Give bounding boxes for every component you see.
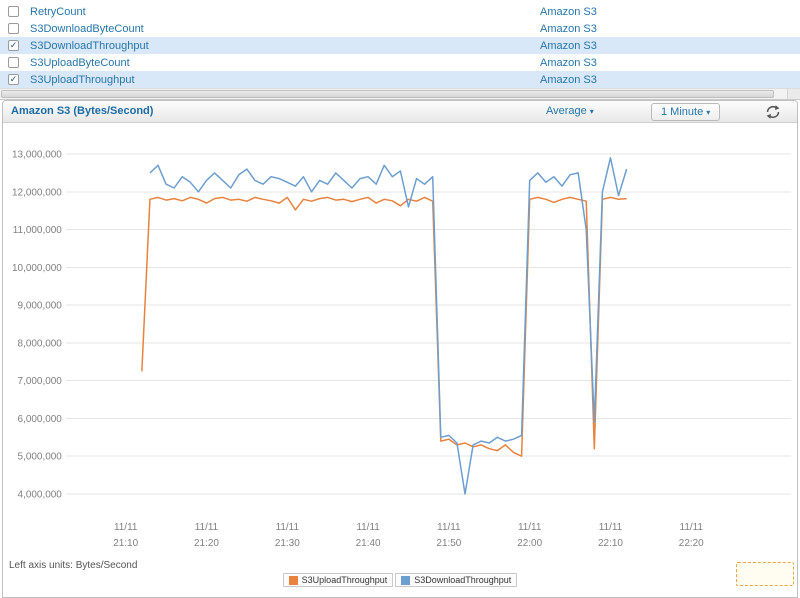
- metric-checkbox[interactable]: [8, 23, 19, 34]
- svg-text:21:50: 21:50: [436, 538, 461, 549]
- svg-text:11/11: 11/11: [114, 522, 138, 533]
- metric-name-link[interactable]: S3UploadByteCount: [30, 56, 130, 69]
- period-dropdown[interactable]: 1 Minute ▾: [651, 103, 721, 121]
- svg-text:11/11: 11/11: [356, 522, 380, 533]
- chart-title: Amazon S3 (Bytes/Second): [11, 105, 154, 117]
- chart-header: Amazon S3 (Bytes/Second) Average ▾ 1 Minu…: [3, 101, 797, 123]
- svg-text:4,000,000: 4,000,000: [18, 489, 63, 500]
- metric-list: RetryCount Amazon S3 S3DownloadByteCount Am…: [0, 0, 800, 88]
- metric-namespace-link[interactable]: Amazon S3: [540, 56, 597, 69]
- chart-footer: Left axis units: Bytes/Second S3UploadTh…: [3, 560, 797, 597]
- legend-swatch-icon: [401, 575, 411, 585]
- metric-row[interactable]: S3DownloadByteCount Amazon S3: [0, 20, 800, 37]
- metric-row[interactable]: RetryCount Amazon S3: [0, 3, 800, 20]
- svg-text:21:40: 21:40: [356, 538, 381, 549]
- period-label: 1 Minute: [661, 106, 704, 118]
- statistic-label: Average: [546, 105, 587, 117]
- legend-item: S3DownloadThroughput: [395, 573, 518, 587]
- svg-text:22:00: 22:00: [517, 538, 542, 549]
- metric-checkbox[interactable]: ✓: [8, 74, 19, 85]
- svg-text:11/11: 11/11: [680, 522, 704, 533]
- metric-checkbox[interactable]: [8, 6, 19, 17]
- scrollbar-corner: [787, 89, 800, 99]
- metric-namespace-link[interactable]: Amazon S3: [540, 73, 597, 86]
- svg-text:21:20: 21:20: [194, 538, 219, 549]
- svg-text:10,000,000: 10,000,000: [12, 263, 62, 274]
- scrollbar-thumb[interactable]: [1, 90, 774, 98]
- svg-text:11/11: 11/11: [437, 522, 461, 533]
- chart-area: 4,000,000 5,000,000 6,000,000 7,000,000 8,00…: [3, 123, 797, 560]
- svg-text:13,000,000: 13,000,000: [12, 149, 62, 160]
- svg-text:12,000,000: 12,000,000: [12, 187, 62, 198]
- metric-namespace-link[interactable]: Amazon S3: [540, 22, 597, 35]
- axis-units-label: Left axis units: Bytes/Second: [9, 560, 138, 571]
- legend-label: S3UploadThroughput: [301, 575, 388, 585]
- svg-text:11/11: 11/11: [599, 522, 623, 533]
- refresh-icon: [766, 105, 780, 119]
- refresh-button[interactable]: [765, 104, 781, 120]
- svg-text:11,000,000: 11,000,000: [13, 225, 63, 236]
- svg-text:11/11: 11/11: [518, 522, 542, 533]
- chart-svg: 4,000,000 5,000,000 6,000,000 7,000,000 8,00…: [12, 149, 792, 549]
- metric-namespace-link[interactable]: Amazon S3: [540, 5, 597, 18]
- horizontal-scrollbar[interactable]: [0, 88, 800, 100]
- chevron-down-icon: ▾: [589, 107, 594, 116]
- legend-label: S3DownloadThroughput: [414, 575, 512, 585]
- metric-namespace-link[interactable]: Amazon S3: [540, 39, 597, 52]
- chart-panel: Amazon S3 (Bytes/Second) Average ▾ 1 Minu…: [2, 100, 798, 598]
- svg-text:22:10: 22:10: [598, 538, 623, 549]
- metric-row[interactable]: ✓ S3DownloadThroughput Amazon S3: [0, 37, 800, 54]
- chevron-down-icon: ▾: [706, 108, 711, 117]
- metric-row[interactable]: S3UploadByteCount Amazon S3: [0, 54, 800, 71]
- svg-text:22:20: 22:20: [679, 538, 704, 549]
- metric-name-link[interactable]: S3DownloadByteCount: [30, 22, 144, 35]
- metric-name-link[interactable]: RetryCount: [30, 5, 86, 18]
- svg-text:11/11: 11/11: [276, 522, 300, 533]
- svg-text:21:30: 21:30: [275, 538, 300, 549]
- svg-text:21:10: 21:10: [113, 538, 138, 549]
- statistic-dropdown[interactable]: Average ▾: [546, 101, 594, 122]
- svg-text:9,000,000: 9,000,000: [18, 301, 63, 312]
- svg-text:7,000,000: 7,000,000: [18, 376, 63, 387]
- chart-legend: S3UploadThroughput S3DownloadThroughput: [3, 573, 797, 587]
- svg-text:8,000,000: 8,000,000: [18, 338, 63, 349]
- svg-text:6,000,000: 6,000,000: [18, 414, 63, 425]
- metric-name-link[interactable]: S3DownloadThroughput: [30, 39, 149, 52]
- metric-row[interactable]: ✓ S3UploadThroughput Amazon S3: [0, 71, 800, 88]
- resize-handle[interactable]: [736, 562, 794, 586]
- metric-checkbox[interactable]: ✓: [8, 40, 19, 51]
- legend-item: S3UploadThroughput: [282, 573, 394, 587]
- metric-name-link[interactable]: S3UploadThroughput: [30, 73, 135, 86]
- metric-checkbox[interactable]: [8, 57, 19, 68]
- svg-text:5,000,000: 5,000,000: [18, 452, 63, 463]
- svg-text:11/11: 11/11: [195, 522, 219, 533]
- legend-swatch-icon: [288, 575, 298, 585]
